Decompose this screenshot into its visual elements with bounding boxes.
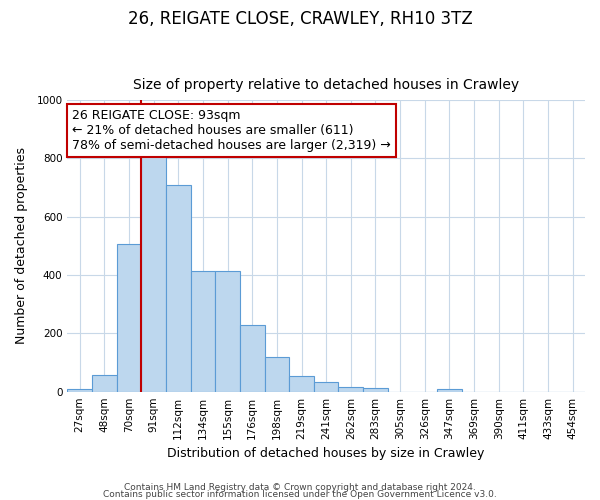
Bar [215, 270, 240, 392]
Bar [289, 376, 314, 392]
Text: Contains public sector information licensed under the Open Government Licence v3: Contains public sector information licen… [103, 490, 497, 499]
Bar [166, 184, 191, 392]
Bar [116, 244, 141, 392]
Text: 26, REIGATE CLOSE, CRAWLEY, RH10 3TZ: 26, REIGATE CLOSE, CRAWLEY, RH10 3TZ [128, 10, 472, 28]
Text: Contains HM Land Registry data © Crown copyright and database right 2024.: Contains HM Land Registry data © Crown c… [124, 484, 476, 492]
Text: 26 REIGATE CLOSE: 93sqm
← 21% of detached houses are smaller (611)
78% of semi-d: 26 REIGATE CLOSE: 93sqm ← 21% of detache… [73, 109, 391, 152]
Title: Size of property relative to detached houses in Crawley: Size of property relative to detached ho… [133, 78, 519, 92]
Bar [437, 390, 462, 392]
Bar [265, 358, 289, 392]
Bar [240, 324, 265, 392]
Y-axis label: Number of detached properties: Number of detached properties [15, 148, 28, 344]
Bar [314, 382, 338, 392]
Bar [92, 375, 116, 392]
X-axis label: Distribution of detached houses by size in Crawley: Distribution of detached houses by size … [167, 447, 485, 460]
Bar [363, 388, 388, 392]
Bar [191, 270, 215, 392]
Bar [338, 388, 363, 392]
Bar [141, 151, 166, 392]
Bar [67, 390, 92, 392]
